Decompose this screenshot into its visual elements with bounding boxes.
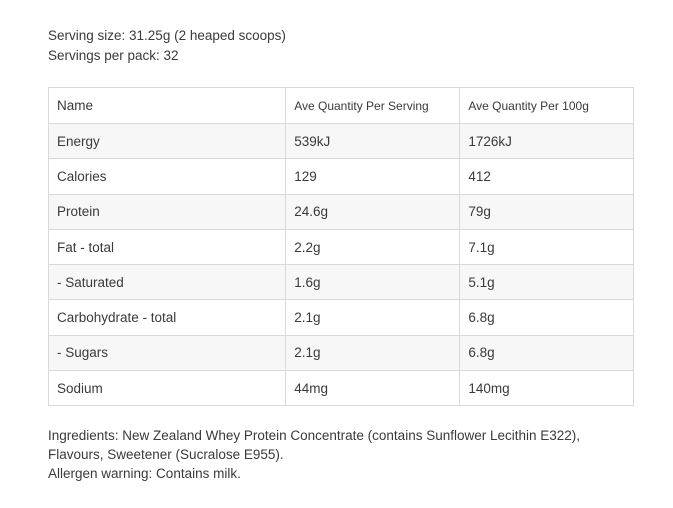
ingredients-line-1: Ingredients: New Zealand Whey Protein Co… [48, 428, 581, 443]
row-per-100g: 1726kJ [459, 122, 634, 160]
table-row: Sodium 44mg 140mg [47, 370, 634, 407]
row-name: - Sugars [47, 334, 287, 372]
row-per-serving: 539kJ [285, 122, 461, 160]
table-row: Calories 129 412 [47, 158, 634, 195]
ingredients-line-2: Flavours, Sweetener (Sucralose E955). [48, 447, 284, 462]
row-per-100g: 7.1g [459, 228, 634, 266]
table-header-row: Name Ave Quantity Per Serving Ave Quanti… [47, 87, 634, 124]
table-row: Energy 539kJ 1726kJ [47, 122, 634, 160]
header-per-100g: Ave Quantity Per 100g [459, 87, 634, 124]
row-per-100g: 412 [459, 158, 634, 195]
row-name: Calories [47, 158, 287, 195]
row-per-100g: 79g [459, 193, 634, 230]
row-per-100g: 5.1g [459, 264, 634, 301]
row-name: - Saturated [47, 264, 287, 301]
table-row: Protein 24.6g 79g [47, 193, 634, 230]
row-per-serving: 129 [285, 158, 461, 195]
row-name: Protein [47, 193, 287, 230]
row-name: Sodium [47, 370, 287, 407]
row-per-100g: 6.8g [459, 299, 634, 336]
row-per-serving: 2.1g [285, 299, 461, 336]
table-row: Carbohydrate - total 2.1g 6.8g [47, 299, 634, 336]
allergen-warning: Allergen warning: Contains milk. [48, 466, 241, 481]
table-row: - Sugars 2.1g 6.8g [47, 334, 634, 372]
serving-info: Serving size: 31.25g (2 heaped scoops) S… [48, 26, 286, 66]
row-per-serving: 2.2g [285, 228, 461, 266]
row-per-serving: 2.1g [285, 334, 461, 372]
table-row: Fat - total 2.2g 7.1g [47, 228, 634, 266]
row-per-serving: 24.6g [285, 193, 461, 230]
header-per-serving: Ave Quantity Per Serving [285, 87, 461, 124]
product-notes: Ingredients: New Zealand Whey Protein Co… [48, 426, 580, 483]
row-name: Fat - total [47, 228, 287, 266]
table-row: - Saturated 1.6g 5.1g [47, 264, 634, 301]
row-name: Carbohydrate - total [47, 299, 287, 336]
servings-per-pack: Servings per pack: 32 [48, 48, 179, 63]
row-per-100g: 6.8g [459, 334, 634, 372]
row-per-serving: 1.6g [285, 264, 461, 301]
row-per-serving: 44mg [285, 370, 461, 407]
serving-size: Serving size: 31.25g (2 heaped scoops) [48, 28, 286, 43]
nutrition-table: Name Ave Quantity Per Serving Ave Quanti… [47, 87, 634, 407]
row-per-100g: 140mg [459, 370, 634, 407]
row-name: Energy [47, 122, 287, 160]
header-name: Name [47, 87, 287, 124]
